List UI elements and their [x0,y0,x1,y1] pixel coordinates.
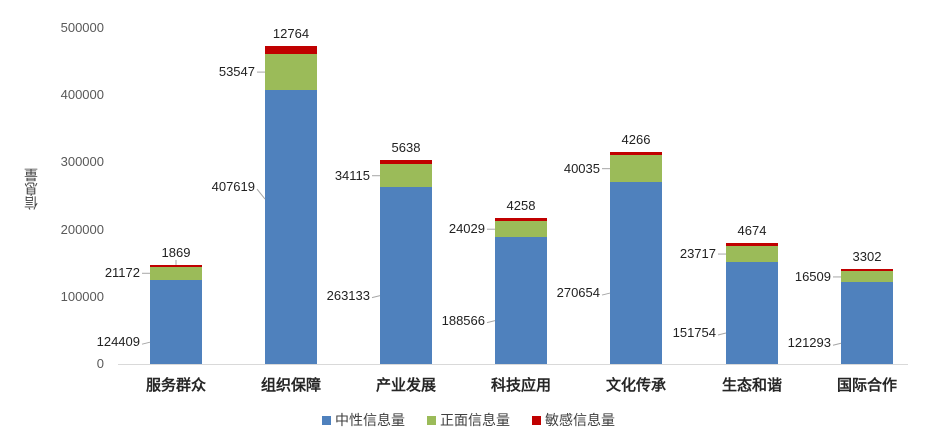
legend-swatch-icon [532,415,541,425]
bar-segment-neutral [726,262,778,364]
y-tick-label: 300000 [60,154,104,170]
x-category-label: 组织保障 [260,376,321,394]
data-label: 4674 [737,222,767,238]
legend-item: 中性信息量 [322,410,405,430]
x-axis-line [118,364,908,365]
data-label: 124409 [96,334,140,350]
bar-segment-positive [265,54,317,91]
data-label: 4266 [621,132,651,148]
data-label: 407619 [211,179,255,195]
bar-segment-neutral [841,282,893,364]
bar-segment-neutral [265,90,317,364]
bar-segment-positive [841,271,893,283]
data-label: 53547 [218,64,255,80]
bar-segment-sensitive [150,264,202,267]
bar-segment-neutral [610,182,662,364]
data-label: 4258 [506,198,536,214]
legend-item: 敏感信息量 [532,410,615,430]
y-tick-label: 500000 [60,20,104,35]
legend-label: 敏感信息量 [545,413,615,429]
legend-label: 中性信息量 [335,413,405,429]
legend-swatch-icon [322,415,331,425]
data-label: 1869 [161,244,191,260]
x-category-label: 科技应用 [490,376,551,394]
bar-segment-positive [726,246,778,263]
bar-segment-positive [610,155,662,183]
bar-segment-neutral [150,280,202,364]
legend-label: 正面信息量 [440,413,510,429]
bar-segment-sensitive [610,152,662,156]
data-label: 16509 [794,268,831,284]
bar-segment-sensitive [380,160,432,165]
bar-segment-positive [495,221,547,238]
bar-segment-sensitive [265,45,317,55]
data-label: 270654 [556,285,600,301]
data-label: 12764 [272,25,310,41]
data-label: 5638 [391,140,421,156]
y-tick-label: 0 [96,356,104,371]
data-label: 121293 [787,335,831,351]
legend-item: 正面信息量 [427,410,510,430]
x-category-label: 产业发展 [375,376,436,394]
bar-segment-neutral [380,187,432,364]
data-label: 188566 [441,312,485,328]
y-tick-label: 400000 [60,87,104,103]
bar-segment-positive [150,266,202,281]
x-category-label: 生态和谐 [721,376,782,394]
legend-swatch-icon [427,415,436,425]
y-tick-label: 200000 [60,221,104,237]
y-tick-label: 100000 [60,288,104,304]
x-category-label: 服务群众 [145,376,206,394]
bar-segment-sensitive [841,269,893,272]
bar-segment-positive [380,164,432,188]
y-axis-label: 信息量 [24,168,40,210]
data-label: 23717 [679,246,716,262]
data-label: 24029 [448,221,485,237]
data-label: 40035 [563,160,600,176]
x-category-label: 国际合作 [836,376,897,394]
legend: 中性信息量 正面信息量 敏感信息量 [0,410,937,430]
x-category-label: 文化传承 [605,376,666,394]
data-label: 263133 [326,287,370,303]
data-label: 3302 [852,249,882,265]
data-label: 21172 [104,265,140,281]
bar-segment-sensitive [726,242,778,247]
data-label: 34115 [334,167,370,183]
bar-segment-neutral [495,237,547,364]
bar-segment-sensitive [495,218,547,222]
data-label: 151754 [672,325,716,340]
